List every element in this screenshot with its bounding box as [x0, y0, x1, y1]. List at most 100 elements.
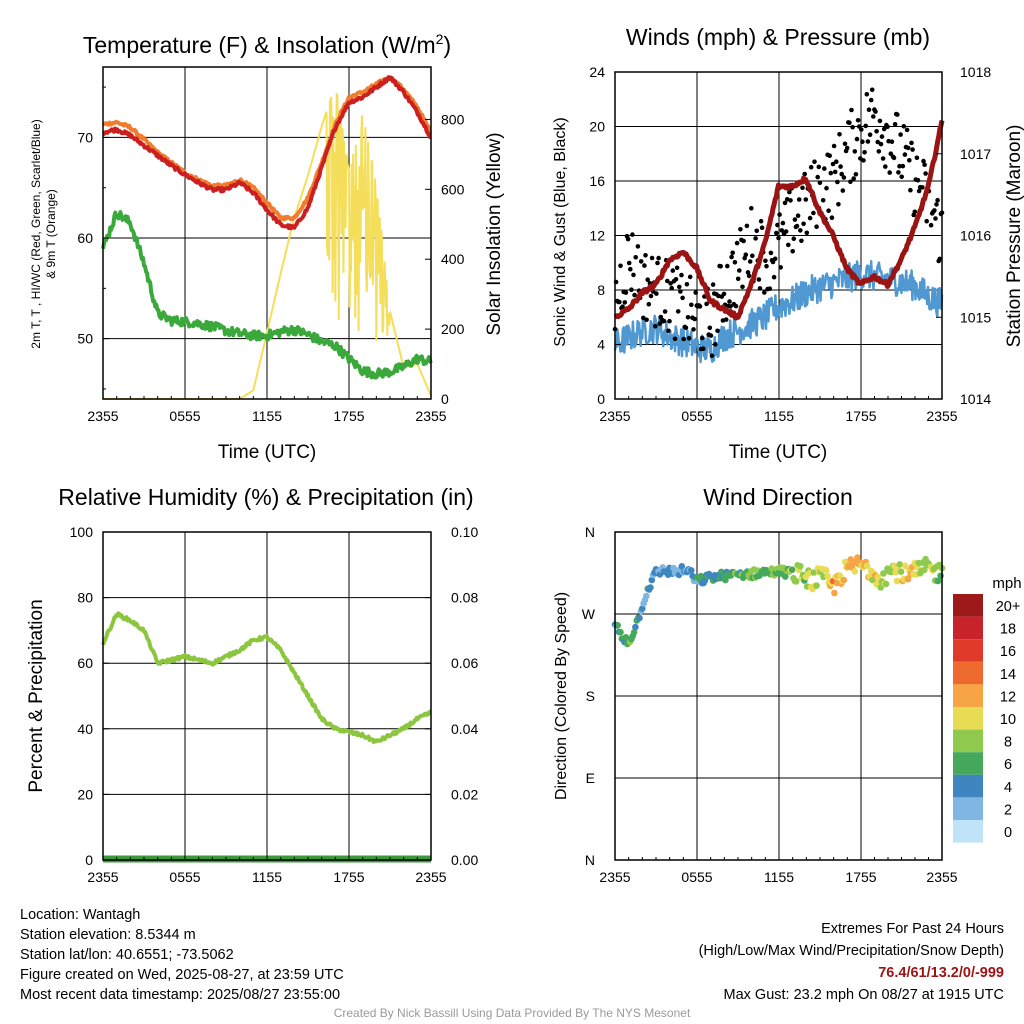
gust-point [924, 218, 929, 224]
gust-point [633, 254, 638, 260]
gust-point [632, 292, 637, 298]
gust-point [788, 198, 793, 203]
colorbar-swatch [953, 616, 983, 640]
wind-ytick-label: 12 [589, 228, 605, 244]
gust-point [920, 185, 925, 190]
gust-point [866, 107, 872, 112]
gust-point [891, 155, 897, 161]
gust-point [699, 335, 705, 341]
gust-point [863, 123, 868, 129]
temp-yaxis-label-line2: & 9m T (Orange) [44, 189, 58, 279]
colorbar-swatch [953, 639, 983, 662]
extremes-info: Extremes For Past 24 Hours (High/Low/Max… [699, 918, 1004, 1006]
direction-point [688, 567, 695, 574]
gust-point [879, 134, 885, 139]
gust-point [777, 212, 782, 217]
gust-point [657, 321, 662, 327]
gust-point [802, 171, 807, 177]
rh-ytick-label: 0 [85, 852, 93, 868]
gust-point [758, 218, 764, 224]
gust-point [798, 228, 803, 233]
gust-point [768, 250, 774, 256]
gust-point [629, 287, 634, 293]
gust-point [876, 149, 882, 154]
gust-point [661, 318, 667, 324]
gust-point [794, 223, 800, 229]
direction-point [934, 577, 942, 585]
gust-point [899, 174, 904, 180]
gust-point [678, 289, 683, 294]
dir-ytick-label: N [585, 852, 595, 868]
gust-point [786, 242, 791, 248]
rh-ytick-label: 20 [77, 786, 93, 802]
wind-ytick-label: 20 [589, 119, 605, 135]
gust-point [635, 244, 641, 249]
gust-point [896, 170, 901, 175]
gust-point [937, 256, 943, 262]
gust-point [852, 149, 858, 154]
wind-y2axis-label: Station Pressure (Maroon) [1004, 125, 1024, 348]
gust-point [880, 156, 886, 161]
rh-ytick-label: 40 [77, 721, 93, 737]
colorbar-label: 8 [1004, 735, 1012, 751]
gust-point [822, 166, 827, 171]
gust-point [871, 114, 876, 119]
direction-point [882, 580, 890, 588]
gust-point [757, 286, 763, 291]
direction-point [824, 572, 831, 580]
direction-point [840, 576, 848, 584]
direction-point [617, 628, 624, 636]
gust-point [828, 170, 834, 176]
pressure-ytick-label: 1014 [960, 391, 991, 407]
gust-point [622, 300, 628, 305]
gust-point [867, 132, 873, 137]
rh-xtick-label: 2355 [415, 869, 446, 885]
gust-point [693, 290, 698, 295]
wind-xtick-label: 1755 [845, 408, 876, 424]
gust-point [900, 163, 906, 169]
gust-point [839, 171, 844, 177]
gust-point [713, 342, 718, 347]
dir-xtick-label: 2355 [599, 869, 630, 885]
gust-point [834, 159, 839, 164]
gust-point [743, 252, 749, 257]
extremes-title: Extremes For Past 24 Hours [821, 921, 1004, 937]
gust-point [735, 276, 741, 282]
gust-point [904, 127, 910, 133]
gust-point [674, 265, 680, 271]
gust-point [697, 304, 703, 309]
precip-ytick-label: 0.00 [451, 852, 478, 868]
recent-data-timestamp: Most recent data timestamp: 2025/08/27 2… [20, 987, 341, 1003]
dir-xtick-label: 0555 [681, 869, 712, 885]
gust-point [853, 172, 859, 177]
gust-point [662, 309, 668, 314]
dir-xtick-label: 1155 [764, 869, 794, 885]
gust-point [885, 124, 890, 130]
colorbar-label: 4 [1004, 780, 1012, 796]
gust-point [934, 202, 939, 207]
gust-point [916, 188, 922, 194]
gust-point [654, 291, 659, 296]
gust-point [772, 256, 778, 262]
dir-ytick-label: N [585, 524, 595, 540]
gust-point [855, 118, 861, 123]
colorbar-title: mph [992, 575, 1021, 592]
gust-point [673, 277, 679, 282]
gust-point [701, 346, 706, 352]
gust-point [854, 136, 860, 142]
colorbar-label: 20+ [996, 599, 1021, 615]
rh-panel-title: Relative Humidity (%) & Precipitation (i… [58, 484, 473, 510]
rh-xtick-label: 2355 [87, 869, 118, 885]
gust-point [864, 92, 870, 97]
precip-ytick-label: 0.06 [451, 655, 478, 671]
gust-point [780, 220, 786, 226]
temp-panel-title: Temperature (F) & Insolation (W/m2) [83, 31, 451, 58]
colorbar-label: 0 [1004, 825, 1012, 841]
dir-panel-title: Wind Direction [703, 484, 853, 510]
dir-xtick-label: 2355 [926, 869, 957, 885]
gust-point [796, 197, 802, 202]
temp-xtick-label: 2355 [87, 408, 118, 424]
gust-point [910, 147, 915, 152]
gust-point [778, 265, 783, 270]
